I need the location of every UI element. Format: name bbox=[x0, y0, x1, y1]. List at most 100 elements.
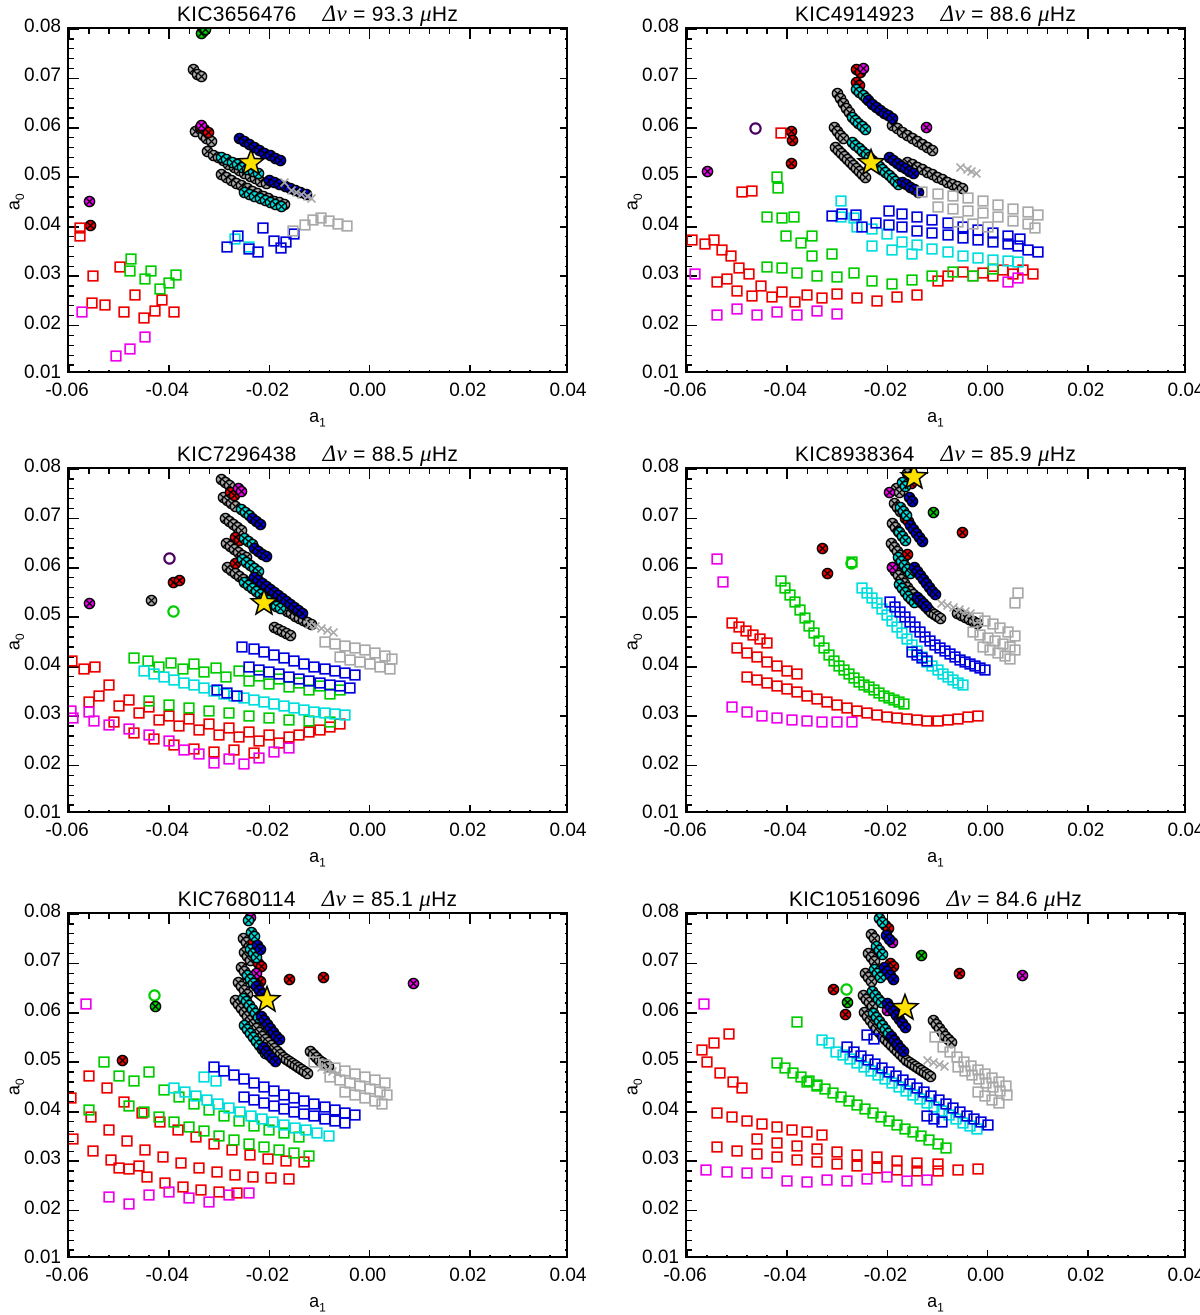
data-point-circle-cyan bbox=[893, 526, 906, 539]
data-point-circle-grey bbox=[901, 156, 914, 169]
y-minor-tick bbox=[565, 1022, 566, 1024]
x-minor-tick bbox=[509, 29, 511, 34]
data-point-circle-cyan bbox=[242, 915, 255, 927]
plot-area-kic7296438 bbox=[67, 467, 568, 813]
y-minor-tick bbox=[1183, 255, 1184, 258]
data-point-square-red bbox=[711, 276, 723, 288]
data-point-circle-grey bbox=[864, 1014, 877, 1027]
y-tick-label: 0.08 bbox=[642, 901, 679, 922]
y-minor-tick bbox=[69, 942, 74, 945]
x-major-tick bbox=[886, 365, 889, 371]
data-point-square-green bbox=[799, 612, 811, 624]
data-point-circle-grey bbox=[257, 190, 270, 202]
data-point-circle-grey bbox=[906, 132, 919, 145]
data-point-square-magenta bbox=[801, 715, 813, 727]
x-major-tick bbox=[368, 914, 371, 924]
y-major-tick bbox=[1178, 1160, 1184, 1163]
data-point-circle-grey bbox=[319, 1058, 332, 1071]
data-point-square-green bbox=[791, 267, 803, 279]
data-point-x-grey bbox=[936, 598, 947, 609]
y-tick-label: 0.08 bbox=[24, 16, 61, 37]
data-point-square-red bbox=[731, 285, 743, 297]
data-point-circle-grey bbox=[197, 129, 210, 142]
data-point-square-cyan bbox=[921, 656, 934, 668]
data-point-circle-cyan bbox=[899, 586, 912, 599]
data-point-circle-blue bbox=[257, 1041, 270, 1054]
x-tick-label: 0.00 bbox=[349, 380, 387, 401]
x-major-tick bbox=[687, 469, 688, 479]
data-point-square-green bbox=[873, 687, 886, 700]
data-point-circle-cyan bbox=[866, 154, 879, 167]
y-minor-tick bbox=[687, 1031, 692, 1034]
data-point-x-grey bbox=[332, 1068, 343, 1078]
data-point-square-red bbox=[726, 1111, 738, 1123]
y-minor-tick bbox=[69, 1140, 74, 1143]
data-point-circle-cyan bbox=[863, 151, 876, 164]
y-minor-tick bbox=[1183, 636, 1184, 638]
x-tick-label: 0.04 bbox=[549, 820, 587, 841]
data-point-square-blue bbox=[258, 1097, 271, 1109]
data-point-circle-green-open bbox=[840, 982, 853, 996]
data-point-square-red bbox=[736, 186, 748, 198]
data-point-square-grey bbox=[1009, 630, 1021, 642]
data-point-square-red bbox=[725, 250, 737, 263]
data-point-circle-grey bbox=[889, 521, 902, 534]
y-minor-tick bbox=[69, 557, 74, 559]
y-minor-tick bbox=[687, 245, 692, 248]
data-point-circle-blue bbox=[253, 984, 266, 996]
data-point-circle-magenta bbox=[701, 165, 714, 178]
data-point-circle-grey bbox=[307, 1048, 320, 1061]
y-minor-tick bbox=[687, 754, 692, 757]
data-point-square-green bbox=[875, 1111, 888, 1123]
y-minor-tick bbox=[565, 537, 566, 539]
y-tick-label: 0.03 bbox=[642, 1148, 679, 1170]
y-minor-tick bbox=[1183, 196, 1184, 198]
x-major-tick bbox=[886, 469, 889, 479]
data-point-circle-grey bbox=[236, 179, 248, 192]
data-point-square-green bbox=[794, 604, 806, 617]
data-point-circle-blue bbox=[263, 174, 276, 187]
data-point-circle-grey bbox=[235, 961, 248, 974]
x-major-tick bbox=[886, 29, 889, 39]
data-point-square-cyan bbox=[916, 651, 929, 663]
y-minor-tick bbox=[565, 774, 566, 777]
x-minor-tick bbox=[148, 370, 150, 371]
data-point-square-blue bbox=[841, 1041, 853, 1054]
data-point-square-green bbox=[808, 627, 820, 639]
data-point-x-grey bbox=[934, 1059, 945, 1069]
y-minor-tick bbox=[69, 626, 74, 628]
data-point-square-cyan bbox=[871, 597, 884, 610]
y-tick-label: 0.04 bbox=[642, 213, 679, 235]
data-point-circle-grey bbox=[238, 984, 251, 996]
data-point-square-red bbox=[723, 1027, 735, 1040]
data-point-square-magenta bbox=[771, 306, 783, 318]
x-minor-tick bbox=[1026, 370, 1029, 371]
data-point-circle-magenta bbox=[886, 936, 899, 949]
y-minor-tick bbox=[1183, 1190, 1184, 1192]
data-point-circle-cyan bbox=[874, 971, 887, 984]
x-minor-tick bbox=[228, 810, 230, 811]
x-minor-tick bbox=[509, 810, 511, 811]
data-point-circle-blue bbox=[284, 182, 297, 195]
data-point-square-red bbox=[996, 264, 1009, 276]
y-minor-tick bbox=[69, 923, 74, 925]
x-minor-tick bbox=[806, 29, 808, 34]
data-point-circle-grey bbox=[238, 946, 251, 959]
y-minor-tick bbox=[687, 265, 692, 267]
y-minor-tick bbox=[687, 1101, 692, 1103]
y-minor-tick bbox=[69, 982, 74, 984]
data-point-circle-grey bbox=[897, 1051, 910, 1064]
y-minor-tick bbox=[1183, 137, 1184, 139]
data-point-square-grey bbox=[358, 644, 371, 656]
y-minor-tick bbox=[69, 196, 74, 198]
data-point-square-blue bbox=[926, 214, 939, 226]
y-tick-label: 0.07 bbox=[642, 950, 679, 972]
y-minor-tick bbox=[565, 675, 566, 678]
data-point-circle-cyan bbox=[270, 600, 283, 613]
data-point-square-cyan bbox=[936, 667, 949, 680]
data-point-circle-grey bbox=[890, 482, 903, 495]
x-minor-tick bbox=[148, 1255, 150, 1256]
data-point-square-blue bbox=[268, 1100, 281, 1112]
data-point-circle-red bbox=[198, 124, 211, 136]
y-major-tick bbox=[1178, 665, 1184, 668]
